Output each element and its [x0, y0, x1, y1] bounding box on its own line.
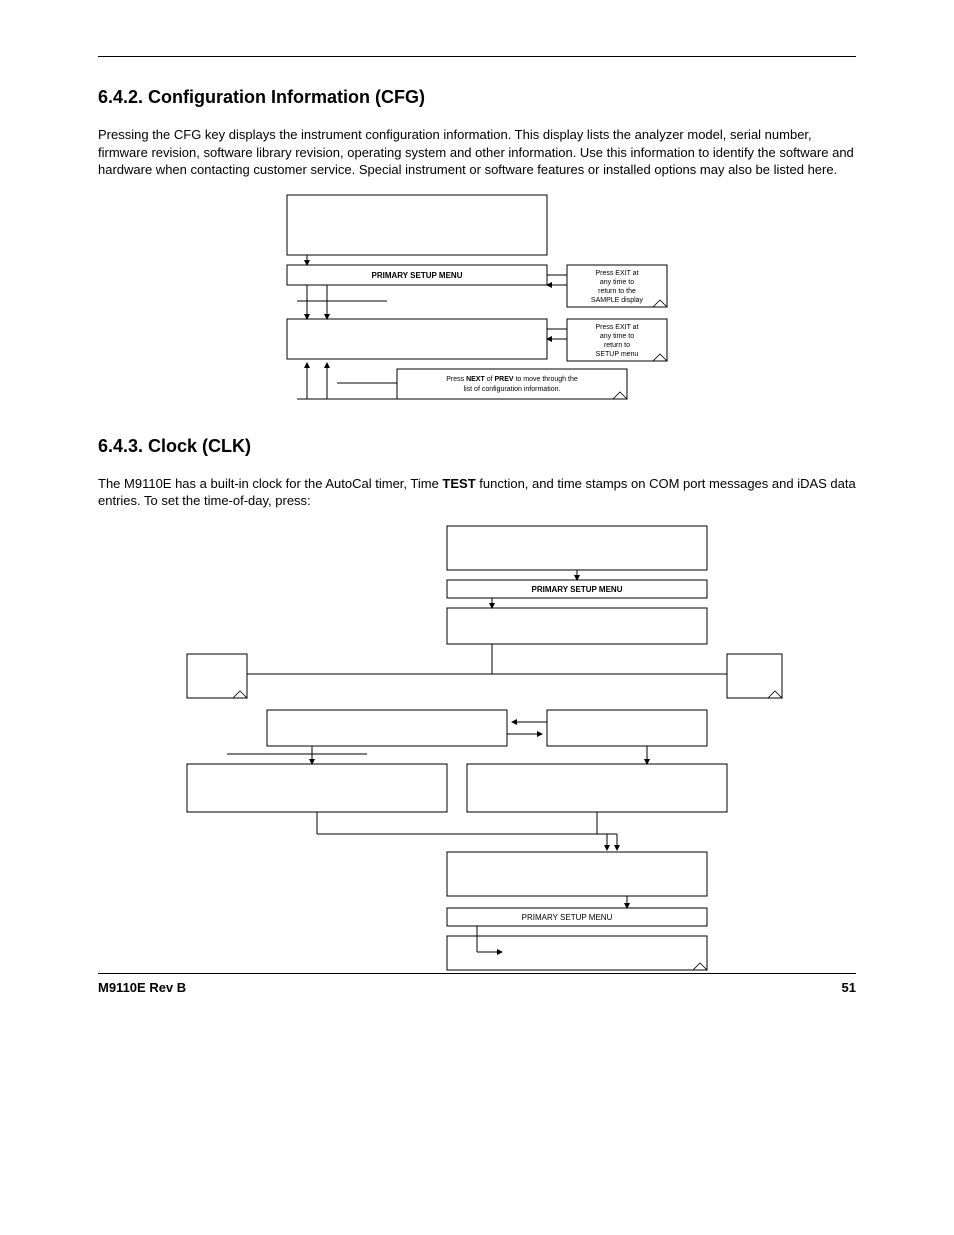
d1-exit2-l2: any time to	[600, 333, 634, 340]
d2-primary-label-2: PRIMARY SETUP MENU	[522, 913, 613, 922]
d1-exit1-l3: return to the	[598, 288, 636, 295]
section-body-clk: The M9110E has a built-in clock for the …	[98, 475, 856, 510]
page-footer: M9110E Rev B 51	[98, 973, 856, 995]
diagram1-primary-label: PRIMARY SETUP MENU	[372, 271, 463, 280]
section-body-cfg: Pressing the CFG key displays the instru…	[98, 126, 856, 179]
top-rule	[98, 56, 856, 57]
diagram-clk: PRIMARY SETUP MENU PRIMARY SETUP MENU	[98, 524, 856, 974]
d1-exit2-l3: return to	[604, 342, 630, 349]
section-heading-cfg: 6.4.2. Configuration Information (CFG)	[98, 87, 856, 108]
d1-exit2-l4: SETUP menu	[596, 351, 639, 358]
section-heading-clk: 6.4.3. Clock (CLK)	[98, 436, 856, 457]
footer-left: M9110E Rev B	[98, 980, 186, 995]
d1-exit2-l1: Press EXIT at	[595, 324, 638, 331]
d1-exit1-l4: SAMPLE display	[591, 297, 644, 304]
diagram-cfg: PRIMARY SETUP MENU Press NEXT of PREV to…	[98, 193, 856, 408]
diagram1-nav-note-line2: list of configuration information.	[464, 386, 561, 393]
diagram1-nav-note-line1: Press NEXT of PREV to move through the	[446, 376, 578, 383]
d2-primary-label: PRIMARY SETUP MENU	[532, 585, 623, 594]
footer-right: 51	[842, 980, 856, 995]
d1-exit1-l1: Press EXIT at	[595, 270, 638, 277]
d1-exit1-l2: any time to	[600, 279, 634, 286]
